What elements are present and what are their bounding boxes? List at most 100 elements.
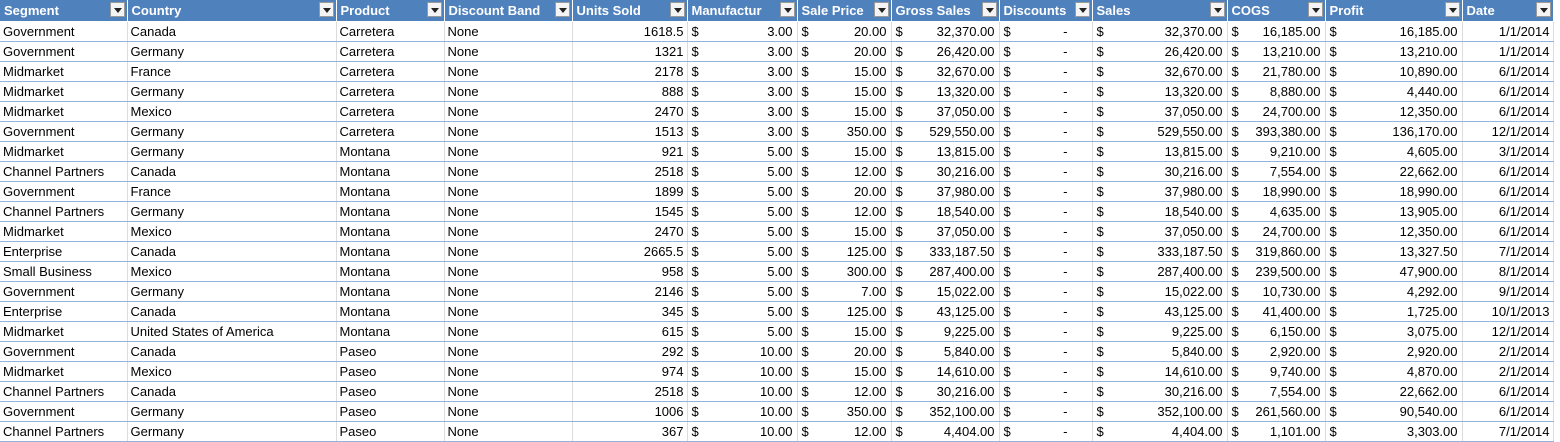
column-header-date[interactable]: Date [1462, 0, 1554, 22]
cell-product[interactable]: Montana [336, 201, 445, 222]
cell-sale-price[interactable]: $15.00 [797, 81, 892, 102]
cell-gross-sales[interactable]: $37,050.00 [891, 221, 1000, 242]
cell-sale-price[interactable]: $20.00 [797, 341, 892, 362]
cell-segment[interactable]: Government [0, 401, 128, 422]
cell-units-sold[interactable]: 367 [572, 421, 688, 442]
cell-sale-price[interactable]: $15.00 [797, 321, 892, 342]
cell-product[interactable]: Paseo [336, 341, 445, 362]
cell-discounts[interactable]: $ - [999, 261, 1093, 282]
cell-units-sold[interactable]: 2470 [572, 101, 688, 122]
cell-sale-price[interactable]: $20.00 [797, 181, 892, 202]
cell-gross-sales[interactable]: $14,610.00 [891, 361, 1000, 382]
cell-manufacturing-price[interactable]: $3.00 [687, 61, 798, 82]
cell-country[interactable]: United States of America [127, 321, 337, 342]
filter-dropdown-icon[interactable] [1307, 2, 1323, 17]
cell-units-sold[interactable]: 2178 [572, 61, 688, 82]
cell-date[interactable]: 6/1/2014 [1462, 101, 1554, 122]
cell-sales[interactable]: $18,540.00 [1092, 201, 1228, 222]
cell-gross-sales[interactable]: $37,050.00 [891, 101, 1000, 122]
cell-cogs[interactable]: $13,210.00 [1227, 41, 1326, 62]
cell-manufacturing-price[interactable]: $5.00 [687, 221, 798, 242]
cell-discount-band[interactable]: None [444, 421, 573, 442]
cell-units-sold[interactable]: 1513 [572, 121, 688, 142]
cell-profit[interactable]: $2,920.00 [1325, 341, 1463, 362]
cell-gross-sales[interactable]: $5,840.00 [891, 341, 1000, 362]
cell-sale-price[interactable]: $20.00 [797, 41, 892, 62]
cell-sales[interactable]: $30,216.00 [1092, 161, 1228, 182]
cell-sales[interactable]: $15,022.00 [1092, 281, 1228, 302]
cell-sale-price[interactable]: $300.00 [797, 261, 892, 282]
cell-segment[interactable]: Channel Partners [0, 201, 128, 222]
cell-gross-sales[interactable]: $4,404.00 [891, 421, 1000, 442]
cell-product[interactable]: Montana [336, 301, 445, 322]
cell-profit[interactable]: $4,292.00 [1325, 281, 1463, 302]
cell-discount-band[interactable]: None [444, 121, 573, 142]
cell-cogs[interactable]: $239,500.00 [1227, 261, 1326, 282]
cell-discount-band[interactable]: None [444, 321, 573, 342]
cell-profit[interactable]: $4,605.00 [1325, 141, 1463, 162]
cell-manufacturing-price[interactable]: $3.00 [687, 41, 798, 62]
cell-country[interactable]: Germany [127, 421, 337, 442]
cell-sales[interactable]: $529,550.00 [1092, 121, 1228, 142]
cell-date[interactable]: 1/1/2014 [1462, 41, 1554, 62]
cell-discount-band[interactable]: None [444, 21, 573, 42]
cell-cogs[interactable]: $2,920.00 [1227, 341, 1326, 362]
cell-units-sold[interactable]: 888 [572, 81, 688, 102]
cell-manufacturing-price[interactable]: $10.00 [687, 401, 798, 422]
cell-product[interactable]: Montana [336, 261, 445, 282]
cell-cogs[interactable]: $18,990.00 [1227, 181, 1326, 202]
cell-gross-sales[interactable]: $13,320.00 [891, 81, 1000, 102]
column-header-gross-sales[interactable]: Gross Sales [891, 0, 1000, 22]
cell-discount-band[interactable]: None [444, 341, 573, 362]
cell-date[interactable]: 6/1/2014 [1462, 201, 1554, 222]
cell-sale-price[interactable]: $350.00 [797, 401, 892, 422]
cell-units-sold[interactable]: 974 [572, 361, 688, 382]
cell-cogs[interactable]: $7,554.00 [1227, 381, 1326, 402]
cell-sales[interactable]: $13,815.00 [1092, 141, 1228, 162]
column-header-manufacturing-price[interactable]: Manufactur [687, 0, 798, 22]
cell-segment[interactable]: Midmarket [0, 221, 128, 242]
cell-sale-price[interactable]: $15.00 [797, 61, 892, 82]
cell-sales[interactable]: $37,980.00 [1092, 181, 1228, 202]
cell-date[interactable]: 8/1/2014 [1462, 261, 1554, 282]
cell-cogs[interactable]: $319,860.00 [1227, 241, 1326, 262]
cell-cogs[interactable]: $24,700.00 [1227, 221, 1326, 242]
cell-country[interactable]: Germany [127, 41, 337, 62]
cell-discount-band[interactable]: None [444, 81, 573, 102]
cell-country[interactable]: Germany [127, 401, 337, 422]
cell-country[interactable]: Mexico [127, 261, 337, 282]
cell-cogs[interactable]: $9,210.00 [1227, 141, 1326, 162]
cell-segment[interactable]: Channel Partners [0, 161, 128, 182]
cell-product[interactable]: Carretera [336, 21, 445, 42]
cell-sales[interactable]: $287,400.00 [1092, 261, 1228, 282]
cell-units-sold[interactable]: 2146 [572, 281, 688, 302]
cell-discounts[interactable]: $ - [999, 381, 1093, 402]
cell-date[interactable]: 1/1/2014 [1462, 21, 1554, 42]
cell-manufacturing-price[interactable]: $5.00 [687, 301, 798, 322]
cell-gross-sales[interactable]: $287,400.00 [891, 261, 1000, 282]
cell-country[interactable]: Canada [127, 301, 337, 322]
cell-manufacturing-price[interactable]: $3.00 [687, 81, 798, 102]
cell-discounts[interactable]: $ - [999, 221, 1093, 242]
filter-dropdown-icon[interactable] [669, 2, 685, 17]
cell-sale-price[interactable]: $12.00 [797, 381, 892, 402]
cell-discount-band[interactable]: None [444, 141, 573, 162]
cell-gross-sales[interactable]: $32,670.00 [891, 61, 1000, 82]
cell-manufacturing-price[interactable]: $10.00 [687, 341, 798, 362]
cell-country[interactable]: Canada [127, 241, 337, 262]
cell-gross-sales[interactable]: $352,100.00 [891, 401, 1000, 422]
column-header-sale-price[interactable]: Sale Price [797, 0, 892, 22]
cell-cogs[interactable]: $10,730.00 [1227, 281, 1326, 302]
cell-segment[interactable]: Midmarket [0, 141, 128, 162]
cell-units-sold[interactable]: 1321 [572, 41, 688, 62]
cell-sales[interactable]: $333,187.50 [1092, 241, 1228, 262]
cell-units-sold[interactable]: 292 [572, 341, 688, 362]
cell-sales[interactable]: $43,125.00 [1092, 301, 1228, 322]
cell-units-sold[interactable]: 1545 [572, 201, 688, 222]
cell-profit[interactable]: $4,870.00 [1325, 361, 1463, 382]
filter-dropdown-icon[interactable] [318, 2, 334, 17]
cell-product[interactable]: Paseo [336, 421, 445, 442]
cell-cogs[interactable]: $393,380.00 [1227, 121, 1326, 142]
column-header-product[interactable]: Product [336, 0, 445, 22]
cell-cogs[interactable]: $16,185.00 [1227, 21, 1326, 42]
